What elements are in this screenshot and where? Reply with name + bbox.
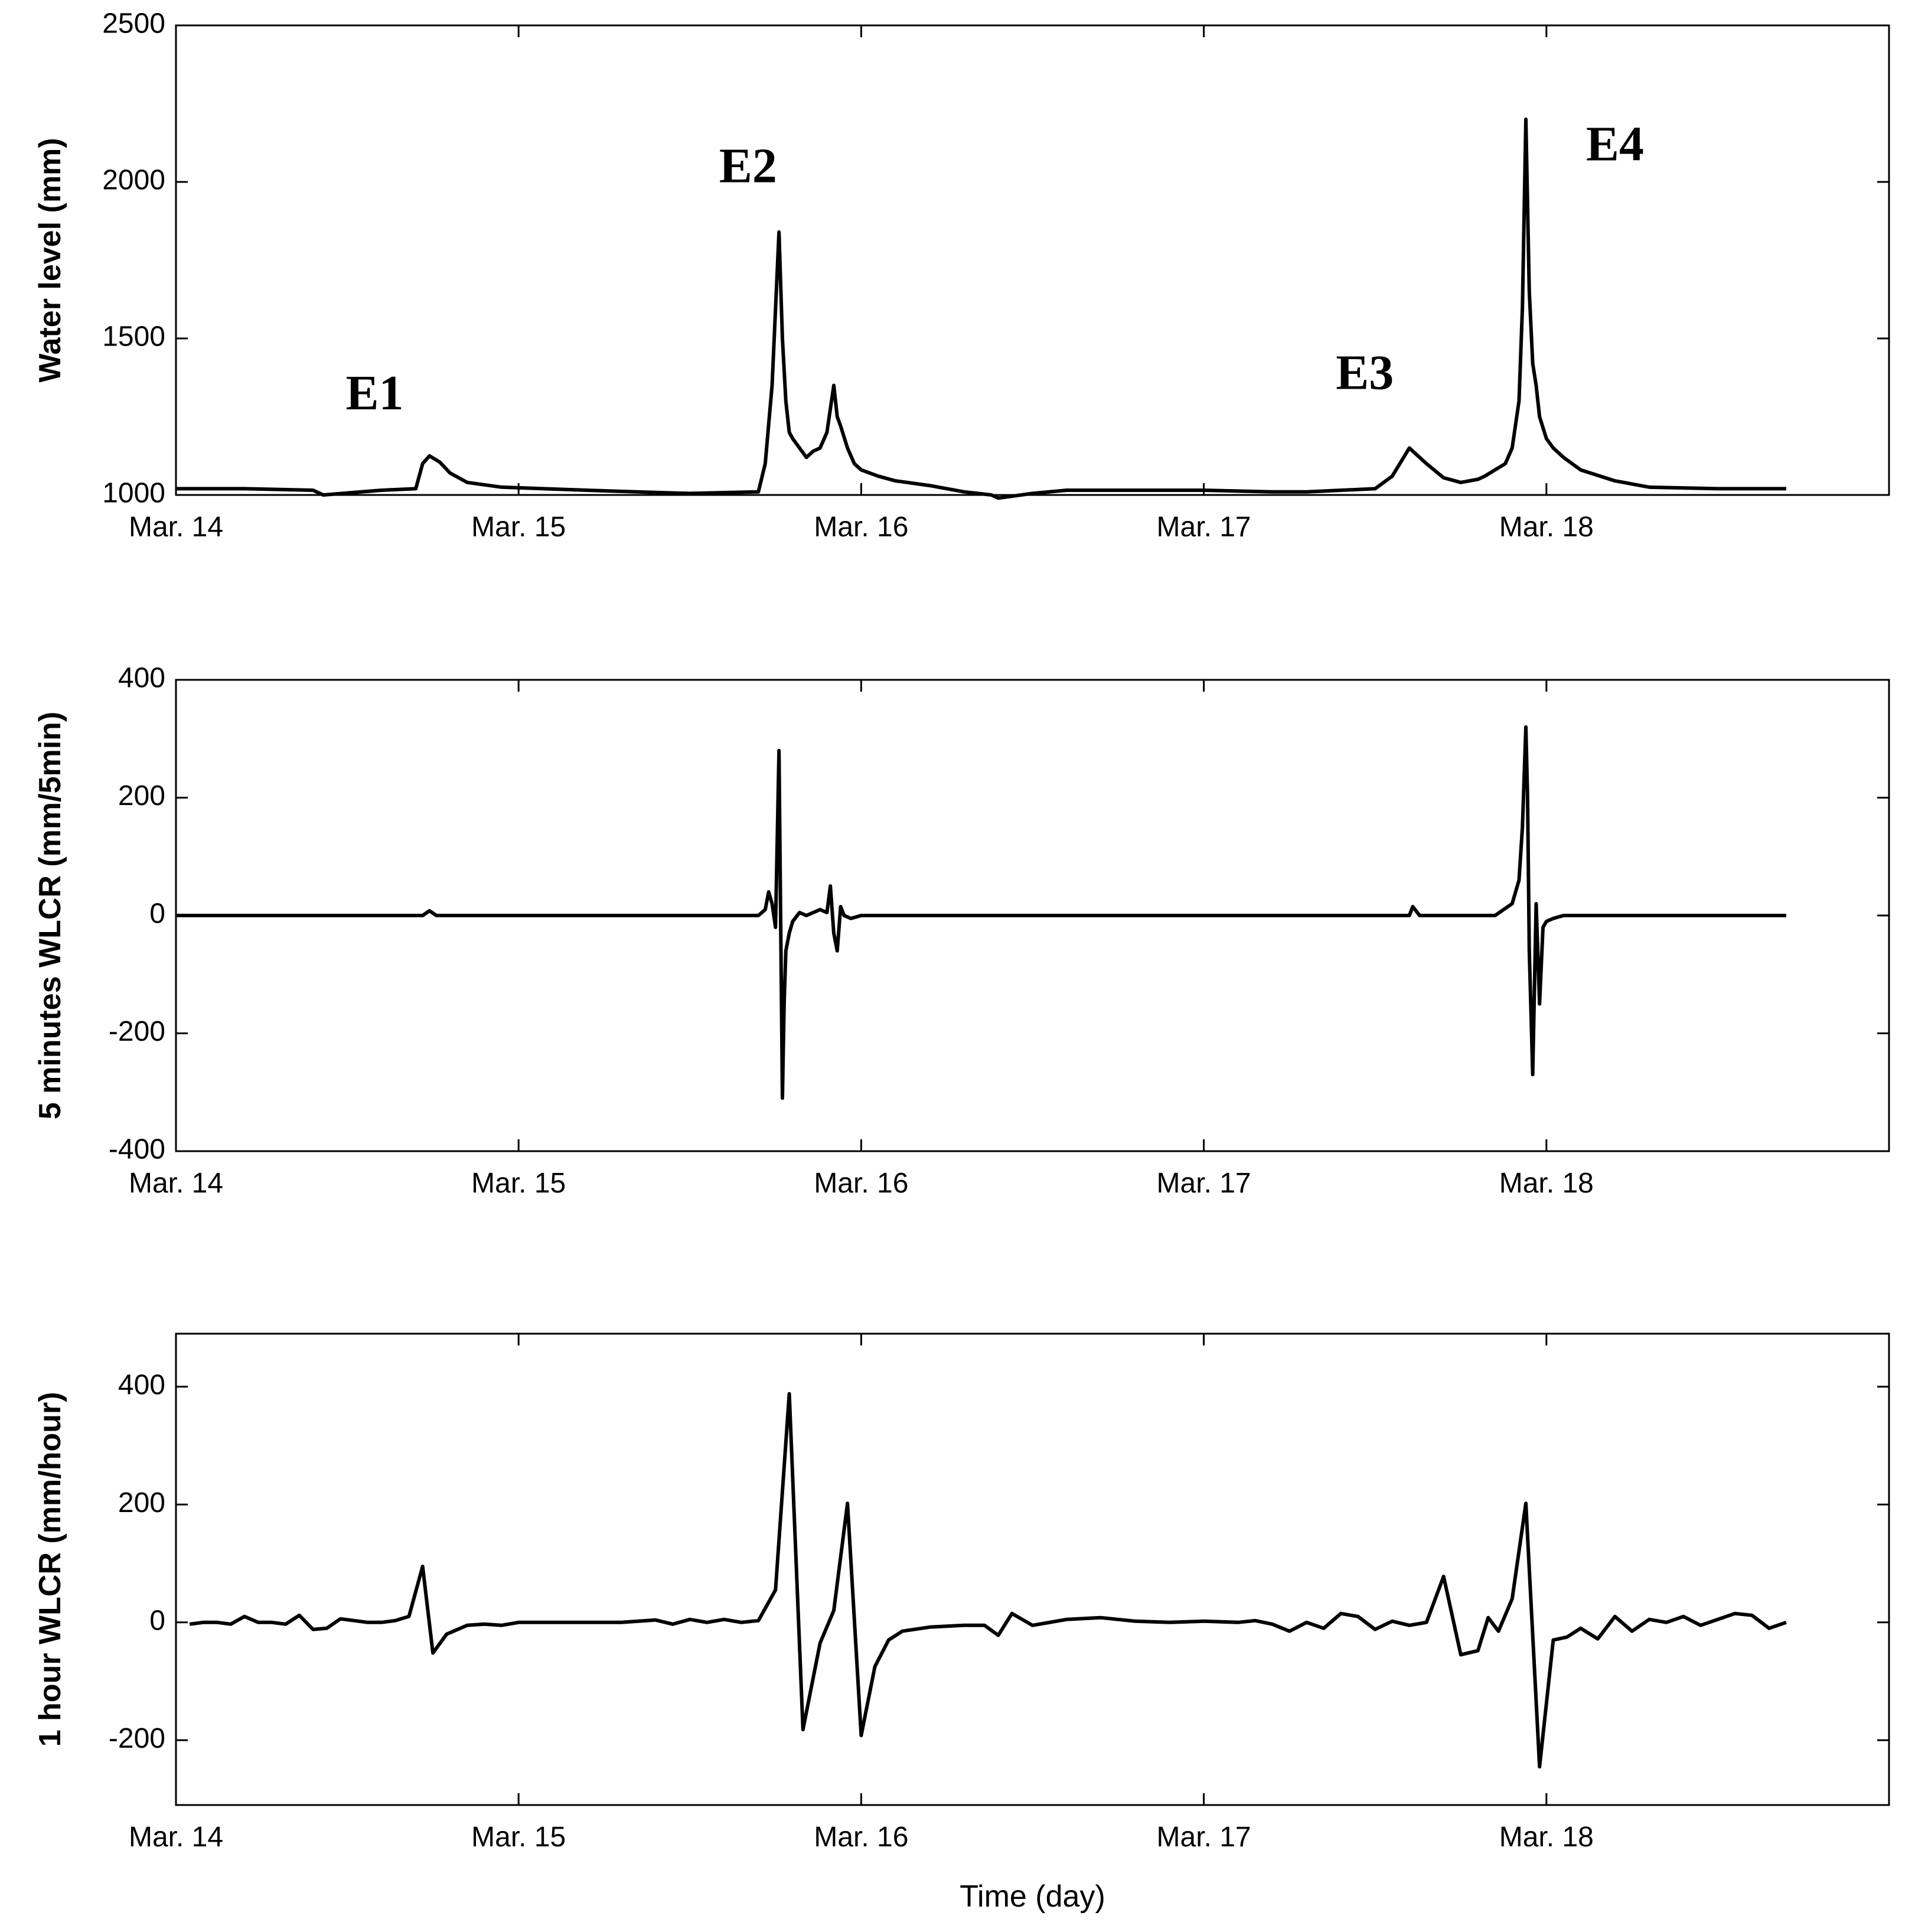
y-tick-label: 1000 — [102, 478, 165, 509]
series-line-1 — [176, 725, 1786, 1100]
event-label-e4: E4 — [1586, 117, 1644, 172]
event-label-e2: E2 — [719, 139, 777, 194]
y-tick-label: 200 — [118, 1487, 165, 1519]
x-tick-label: Mar. 17 — [1157, 1822, 1251, 1853]
y-tick-label: 0 — [149, 898, 165, 930]
y-tick-label: 2000 — [102, 165, 165, 196]
x-tick-label: Mar. 16 — [814, 1822, 908, 1853]
y-tick-label: -200 — [109, 1723, 165, 1754]
y-tick-label: -200 — [109, 1016, 165, 1047]
event-label-e3: E3 — [1336, 346, 1394, 400]
y-tick-label: 2500 — [102, 8, 165, 40]
plot-frame — [175, 1332, 1890, 1806]
x-axis-title: Time (day) — [960, 1879, 1105, 1914]
x-tick-label: Mar. 16 — [814, 511, 908, 543]
x-tick-label: Mar. 17 — [1157, 511, 1251, 543]
x-tick-label: Mar. 15 — [471, 511, 566, 543]
y-tick-label: 400 — [118, 663, 165, 694]
x-tick-label: Mar. 18 — [1499, 1168, 1594, 1199]
x-tick-label: Mar. 18 — [1499, 511, 1594, 543]
series-line-1 — [176, 118, 1786, 500]
x-tick-label: Mar. 15 — [471, 1822, 566, 1853]
y-tick-label: 400 — [118, 1369, 165, 1400]
x-tick-label: Mar. 14 — [129, 1822, 223, 1853]
chart-panel-1: 1000 1500 2000 2500 Mar. 14 Mar. 15 Mar. 16 Mar… — [33, 8, 1890, 543]
x-tick-label: Mar. 18 — [1499, 1822, 1594, 1853]
plot-frame — [175, 24, 1890, 496]
y-axis-title: 5 minutes WLCR (mm/5min) — [33, 712, 67, 1120]
y-tick-label: 200 — [118, 780, 165, 812]
series-line-1 — [189, 1392, 1787, 1769]
x-tick-label: Mar. 16 — [814, 1168, 908, 1199]
chart-panel-2: -400 -200 0 200 400 Mar. 14 Mar. 15 Mar. 16 Mar.… — [33, 663, 1890, 1199]
y-tick-label: -400 — [109, 1134, 165, 1165]
y-axis-title: 1 hour WLCR (mm/hour) — [33, 1392, 67, 1747]
x-tick-label: Mar. 17 — [1157, 1168, 1251, 1199]
y-tick-label: 1500 — [102, 321, 165, 353]
x-tick-label: Mar. 14 — [129, 1168, 223, 1199]
event-label-e1: E1 — [346, 366, 404, 421]
y-axis-title: Water level (mm) — [33, 138, 67, 382]
x-tick-label: Mar. 14 — [129, 511, 223, 543]
chart-panel-3: -200 0 200 400 Mar. 14 Mar. 15 Mar. 16 Mar. 17 M… — [33, 1332, 1890, 1853]
y-tick-label: 0 — [149, 1605, 165, 1636]
x-tick-label: Mar. 15 — [471, 1168, 566, 1199]
